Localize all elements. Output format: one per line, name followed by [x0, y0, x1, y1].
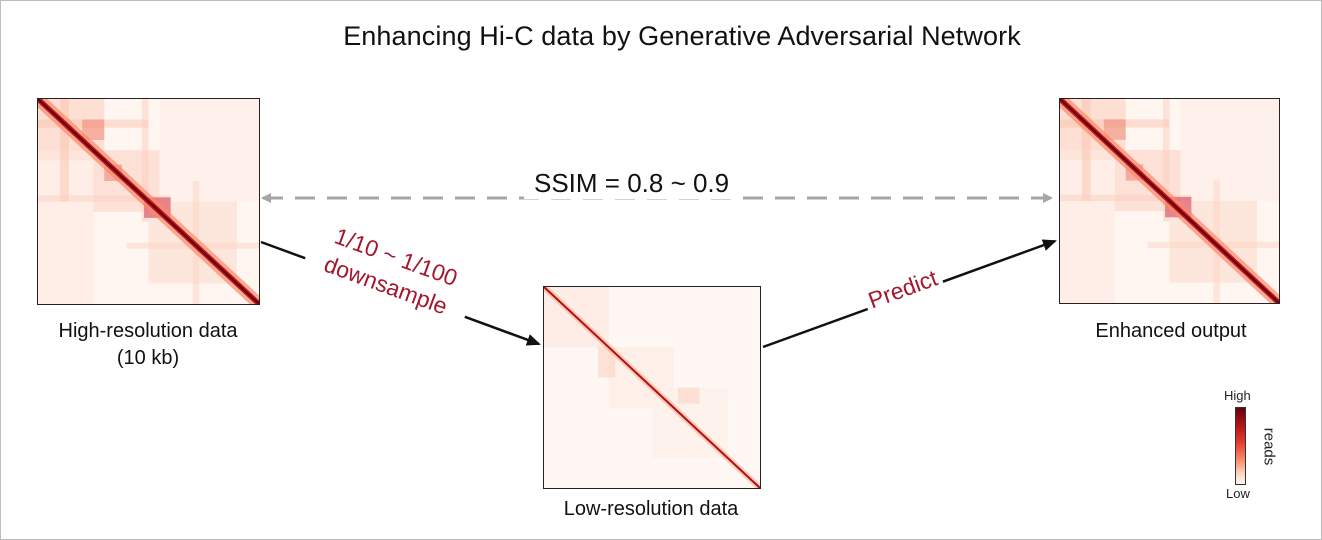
high-resolution-caption: High-resolution data (10 kb): [17, 318, 279, 372]
high-resolution-heatmap-image: [38, 99, 259, 304]
enhanced-output-caption: Enhanced output: [1095, 320, 1247, 342]
low-resolution-heatmap-image: [544, 287, 760, 488]
colorbar-low-label: Low: [1226, 486, 1250, 501]
ssim-label: SSIM = 0.8 ~ 0.9: [524, 168, 740, 199]
colorbar: [1235, 407, 1246, 485]
figure-title: Enhancing Hi-C data by Generative Advers…: [343, 21, 1021, 51]
high-resolution-subtitle: (10 kb): [116, 347, 180, 369]
high-resolution-label: High-resolution data: [58, 320, 238, 342]
low-resolution-heatmap: [543, 286, 761, 489]
enhanced-output-heatmap-image: [1060, 99, 1279, 303]
colorbar-title: reads: [1260, 427, 1278, 466]
colorbar-high-label: High: [1224, 388, 1251, 403]
low-resolution-caption: Low-resolution data: [563, 498, 739, 520]
high-resolution-heatmap: [37, 98, 260, 305]
enhanced-output-heatmap: [1059, 98, 1280, 304]
